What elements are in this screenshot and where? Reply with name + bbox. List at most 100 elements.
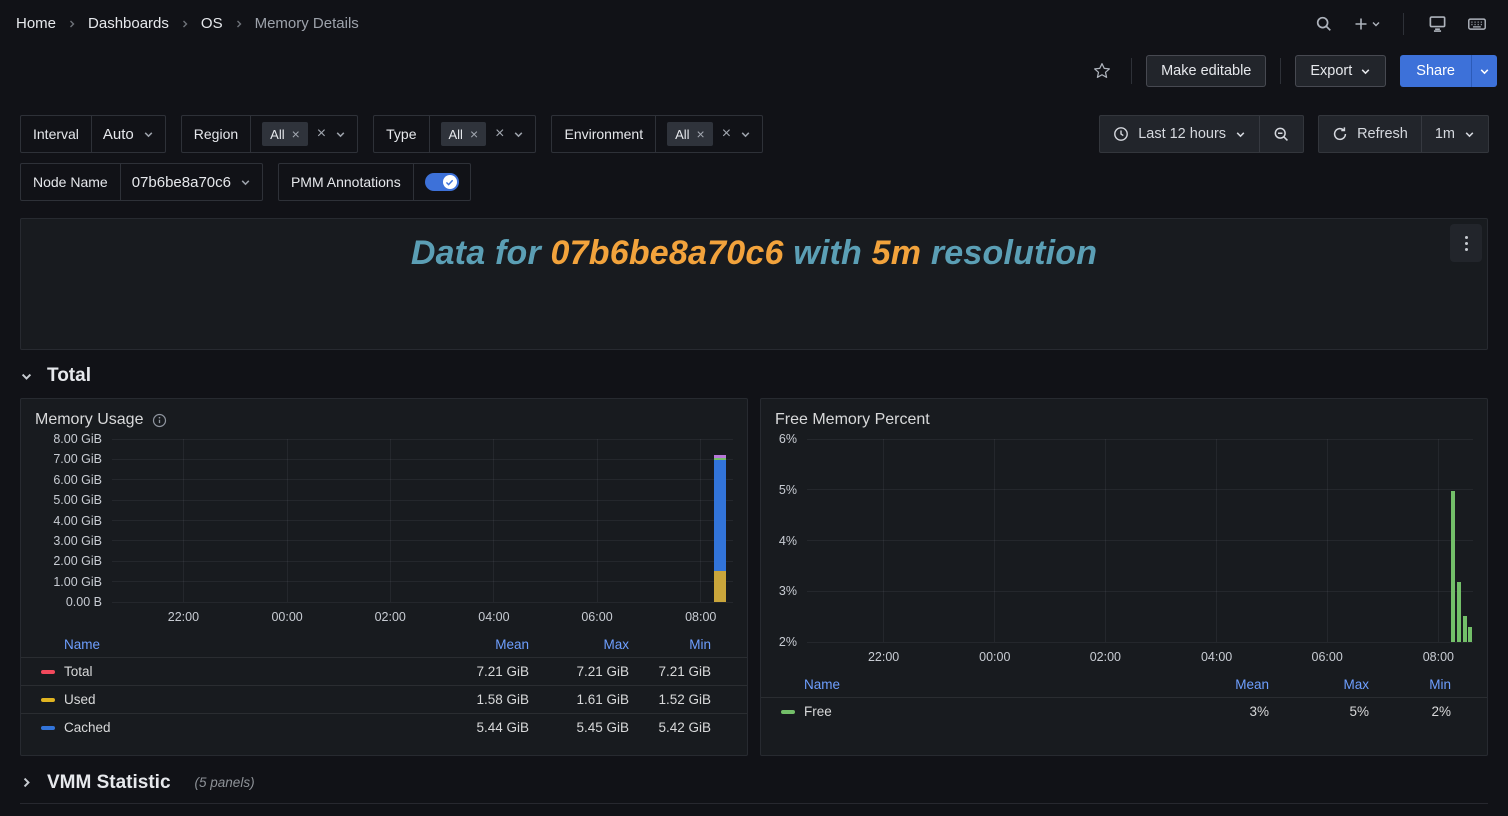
free-memory-percent-panel: Free Memory Percent 6% 5% 4% 3% 2% 22:00 00:0… — [760, 398, 1488, 756]
chevron-down-icon — [20, 370, 33, 383]
info-icon[interactable] — [152, 413, 167, 428]
zoom-out-icon — [1274, 127, 1289, 141]
legend-row-free: Free 3% 5% 2% — [761, 697, 1487, 725]
series-name[interactable]: Total — [64, 664, 93, 679]
region-select[interactable]: All × × — [251, 116, 357, 152]
toggle-knob — [442, 175, 457, 189]
section-total[interactable]: Total — [20, 360, 91, 392]
keyboard-shortcuts-icon[interactable] — [1462, 9, 1492, 39]
export-button[interactable]: Export — [1295, 55, 1387, 87]
banner-panel: Data for 07b6be8a70c6 with 5m resolution — [20, 218, 1488, 350]
y-axis: 6% 5% 4% 3% 2% — [778, 432, 797, 649]
free-memory-legend: Name Mean Max Min Free 3% 5% 2% — [761, 671, 1487, 725]
legend-header-min[interactable]: Min — [1429, 676, 1451, 692]
series-max: 5% — [1349, 704, 1369, 719]
clear-selection-icon[interactable]: × — [316, 125, 327, 142]
series-name[interactable]: Used — [64, 692, 96, 707]
time-controls: Last 12 hours Refresh 1m — [1099, 115, 1489, 153]
series-mean: 5.44 GiB — [476, 720, 529, 735]
share-button[interactable]: Share — [1400, 55, 1471, 87]
chart-plot-area[interactable] — [112, 438, 733, 603]
environment-select[interactable]: All × × — [656, 116, 762, 152]
filter-row-2: Node Name 07b6be8a70c6 PMM Annotations — [20, 163, 1489, 201]
dashboard-variables: Interval Auto Region All × × Type All × × — [20, 115, 1489, 201]
legend-header-mean[interactable]: Mean — [495, 636, 529, 652]
refresh-button[interactable]: Refresh — [1319, 116, 1421, 152]
breadcrumb-os[interactable]: OS — [200, 15, 223, 32]
interval-label: Interval — [21, 116, 92, 152]
remove-chip-icon[interactable]: × — [291, 126, 300, 142]
chevron-down-icon — [1361, 68, 1370, 74]
panel-title[interactable]: Free Memory Percent — [775, 411, 930, 428]
export-label: Export — [1310, 63, 1353, 79]
series-max: 1.61 GiB — [576, 692, 629, 707]
chart-plot-area[interactable] — [807, 438, 1473, 643]
top-nav: Home Dashboards OS Memory Details — [0, 0, 1508, 47]
kiosk-monitor-icon[interactable] — [1422, 9, 1452, 39]
clear-selection-icon[interactable]: × — [721, 125, 732, 142]
panel-header: Free Memory Percent — [761, 399, 1487, 435]
banner-resolution-value: 5m — [871, 234, 922, 272]
breadcrumb-separator-icon — [180, 19, 190, 29]
section-vmm-panel-count: (5 panels) — [194, 775, 255, 790]
legend-header-max[interactable]: Max — [603, 636, 629, 652]
panel-title[interactable]: Memory Usage — [35, 411, 144, 428]
series-min: 2% — [1431, 704, 1451, 719]
interval-select[interactable]: Auto — [92, 116, 165, 152]
region-chip-all[interactable]: All × — [262, 122, 308, 146]
make-editable-button[interactable]: Make editable — [1146, 55, 1267, 87]
series-min: 1.52 GiB — [658, 692, 711, 707]
section-vmm-title: VMM Statistic — [47, 771, 171, 793]
time-range-label: Last 12 hours — [1138, 126, 1227, 142]
search-icon[interactable] — [1309, 9, 1339, 39]
node-name-select[interactable]: 07b6be8a70c6 — [121, 164, 262, 200]
legend-header-name[interactable]: Name — [804, 676, 841, 692]
breadcrumb-home[interactable]: Home — [16, 15, 57, 32]
legend-row-total: Total 7.21 GiB 7.21 GiB 7.21 GiB — [21, 657, 747, 685]
series-name[interactable]: Cached — [64, 720, 111, 735]
time-range-picker[interactable]: Last 12 hours — [1100, 116, 1259, 152]
type-variable: Type All × × — [373, 115, 537, 153]
legend-header-max[interactable]: Max — [1343, 676, 1369, 692]
check-icon — [446, 179, 454, 186]
series-max: 5.45 GiB — [576, 720, 629, 735]
divider — [1131, 58, 1133, 84]
add-new-button[interactable] — [1349, 16, 1385, 32]
pmm-annotations-toggle-wrap — [414, 164, 470, 200]
legend-header-row: Name Mean Max Min — [21, 631, 747, 657]
breadcrumb-dashboards[interactable]: Dashboards — [88, 15, 169, 32]
breadcrumb-current-page: Memory Details — [254, 15, 359, 32]
remove-chip-icon[interactable]: × — [469, 126, 479, 142]
banner-text-part: with — [783, 234, 872, 272]
type-chip-all[interactable]: All × — [440, 122, 487, 146]
free-memory-chart: 6% 5% 4% 3% 2% — [761, 432, 1473, 649]
panel-menu-kebab-icon[interactable] — [1450, 224, 1482, 262]
zoom-out-time-button[interactable] — [1260, 116, 1303, 152]
clock-icon — [1114, 127, 1129, 141]
legend-header-mean[interactable]: Mean — [1235, 676, 1269, 692]
chevron-down-icon — [740, 129, 751, 140]
legend-header-min[interactable]: Min — [689, 636, 711, 652]
star-icon[interactable] — [1087, 56, 1117, 86]
region-label: Region — [182, 116, 252, 152]
clear-selection-icon[interactable]: × — [495, 125, 505, 142]
chip-label: All — [270, 126, 285, 142]
legend-header-name[interactable]: Name — [64, 636, 101, 652]
section-vmm-statistic[interactable]: VMM Statistic (5 panels) — [20, 762, 1488, 804]
remove-chip-icon[interactable]: × — [696, 126, 705, 142]
series-mean: 1.58 GiB — [476, 692, 529, 707]
refresh-icon — [1333, 127, 1347, 141]
x-axis: 22:00 00:00 02:00 04:00 06:00 08:00 — [167, 610, 717, 624]
node-name-variable: Node Name 07b6be8a70c6 — [20, 163, 263, 201]
chevron-down-icon — [1236, 131, 1245, 137]
environment-chip-all[interactable]: All × — [667, 122, 713, 146]
chevron-down-icon — [240, 177, 251, 188]
node-name-value: 07b6be8a70c6 — [131, 173, 231, 191]
series-mean: 3% — [1249, 704, 1269, 719]
refresh-interval-select[interactable]: 1m — [1422, 116, 1488, 152]
series-name[interactable]: Free — [804, 704, 832, 719]
share-dropdown-button[interactable] — [1471, 55, 1497, 87]
pmm-annotations-toggle[interactable] — [424, 173, 459, 191]
chevron-down-icon — [335, 129, 346, 140]
type-select[interactable]: All × × — [430, 116, 536, 152]
